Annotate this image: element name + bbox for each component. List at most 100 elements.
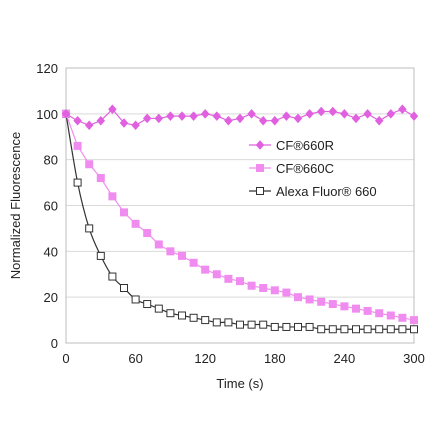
data-point: [247, 281, 256, 290]
x-tick-label: 180: [264, 351, 286, 366]
data-point: [224, 318, 233, 327]
x-tick-label: 300: [403, 351, 425, 366]
y-tick-label: 80: [44, 153, 58, 168]
data-point: [398, 104, 407, 115]
data-point: [224, 274, 233, 283]
legend-item: CF®660R: [249, 138, 334, 153]
data-point: [386, 108, 396, 119]
data-point: [200, 108, 210, 119]
data-point: [328, 325, 337, 334]
data-point: [224, 115, 233, 126]
legend-item: CF®660C: [249, 161, 334, 176]
legend-label: Alexa Fluor® 660: [276, 184, 377, 199]
data-point: [96, 251, 105, 260]
x-axis-label: Time (s): [216, 376, 263, 391]
data-point: [398, 313, 407, 322]
data-point: [363, 108, 372, 119]
data-point: [178, 251, 186, 260]
data-point: [108, 104, 117, 115]
data-point: [73, 141, 82, 150]
data-point: [85, 224, 94, 233]
data-point: [386, 325, 395, 334]
legend-marker: [256, 187, 264, 195]
data-point: [131, 219, 140, 228]
data-point: [166, 111, 175, 122]
data-point: [398, 325, 407, 334]
data-point: [212, 111, 222, 122]
data-point: [142, 113, 152, 124]
data-point: [247, 108, 256, 119]
data-point: [247, 320, 256, 329]
data-point: [375, 309, 384, 318]
series-0: [61, 104, 419, 131]
y-tick-label: 20: [44, 290, 58, 305]
data-point: [282, 322, 291, 331]
data-point: [177, 111, 187, 122]
data-point: [120, 208, 128, 217]
data-point: [201, 265, 210, 274]
x-tick-label: 240: [334, 351, 356, 366]
x-tick-label: 0: [62, 351, 69, 366]
data-point: [375, 325, 384, 334]
data-point: [61, 108, 71, 119]
data-point: [410, 325, 418, 334]
data-point: [154, 240, 163, 249]
data-point: [120, 284, 128, 292]
data-point: [259, 284, 268, 292]
data-point: [96, 115, 106, 126]
data-point: [235, 113, 245, 124]
data-point: [340, 302, 349, 311]
legend-label: CF®660C: [276, 161, 334, 176]
data-point: [108, 192, 117, 201]
data-point: [340, 108, 349, 119]
series-layer: [61, 104, 419, 334]
data-point: [166, 309, 175, 318]
data-point: [328, 300, 337, 309]
data-point: [96, 174, 105, 182]
x-tick-label: 120: [194, 351, 216, 366]
data-point: [294, 322, 302, 331]
y-tick-label: 60: [44, 199, 58, 214]
data-point: [131, 295, 140, 304]
y-tick-label: 40: [44, 244, 58, 259]
data-point: [178, 311, 186, 320]
series-2: [62, 109, 418, 334]
y-tick-label: 100: [36, 107, 58, 122]
data-point: [363, 325, 372, 334]
data-point: [189, 258, 198, 267]
data-point: [363, 306, 372, 315]
data-point: [212, 270, 221, 279]
data-point: [154, 304, 163, 313]
legend-marker: [256, 164, 264, 172]
y-tick-label: 120: [36, 61, 58, 76]
data-point: [84, 120, 94, 131]
tick-layer: 0 20 40 60 80 100 120 0 60 120 180 240 300: [36, 61, 425, 366]
data-point: [201, 316, 210, 325]
data-point: [73, 178, 82, 187]
data-point: [143, 300, 152, 309]
x-tick-label: 60: [128, 351, 142, 366]
plot-frame: [65, 67, 415, 344]
data-point: [374, 115, 384, 126]
data-point: [317, 297, 326, 306]
data-point: [293, 113, 303, 124]
data-point: [166, 247, 175, 256]
data-point: [270, 115, 280, 126]
data-point: [352, 325, 360, 334]
data-point: [282, 288, 291, 297]
data-point: [305, 295, 314, 304]
data-point: [282, 111, 291, 122]
data-point: [410, 316, 418, 325]
legend-item: Alexa Fluor® 660: [249, 184, 377, 199]
data-point: [409, 111, 419, 122]
legend: CF®660R CF®660C Alexa Fluor® 660: [249, 138, 377, 199]
data-point: [108, 272, 117, 281]
data-point: [236, 320, 244, 329]
data-point: [386, 311, 395, 320]
data-point: [328, 106, 338, 117]
data-point: [73, 115, 82, 126]
data-point: [316, 106, 326, 117]
legend-marker: [255, 140, 265, 150]
data-point: [294, 293, 302, 302]
